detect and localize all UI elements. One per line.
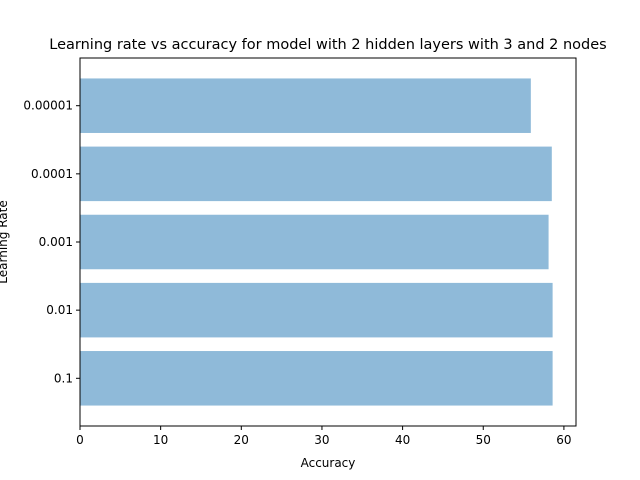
chart-title: Learning rate vs accuracy for model with… xyxy=(49,37,606,53)
bar xyxy=(80,146,552,202)
x-tick-label: 20 xyxy=(234,433,249,447)
y-tick-label: 0.01 xyxy=(46,303,73,317)
x-tick-label: 50 xyxy=(476,433,491,447)
y-tick-label: 0.0001 xyxy=(31,167,73,181)
x-tick-label: 60 xyxy=(556,433,571,447)
x-axis-label: Accuracy xyxy=(301,456,356,470)
axes-frame xyxy=(79,57,577,427)
plot-area: 0.1 0.01 0.001 0.0001 0.00001 0 10 20 30 40 50 60 xyxy=(23,57,577,447)
bar xyxy=(80,214,549,270)
bar xyxy=(80,282,553,338)
x-tick-label: 40 xyxy=(395,433,410,447)
y-tick-label: 0.00001 xyxy=(23,99,73,113)
x-tick-label: 0 xyxy=(76,433,84,447)
bar xyxy=(80,78,531,133)
x-tick-label: 30 xyxy=(314,433,329,447)
y-tick-label: 0.001 xyxy=(39,235,73,249)
y-axis-label: Learning Rate xyxy=(0,200,10,283)
bar xyxy=(80,351,553,406)
x-tick-label: 10 xyxy=(153,433,168,447)
y-tick-label: 0.1 xyxy=(54,371,73,385)
